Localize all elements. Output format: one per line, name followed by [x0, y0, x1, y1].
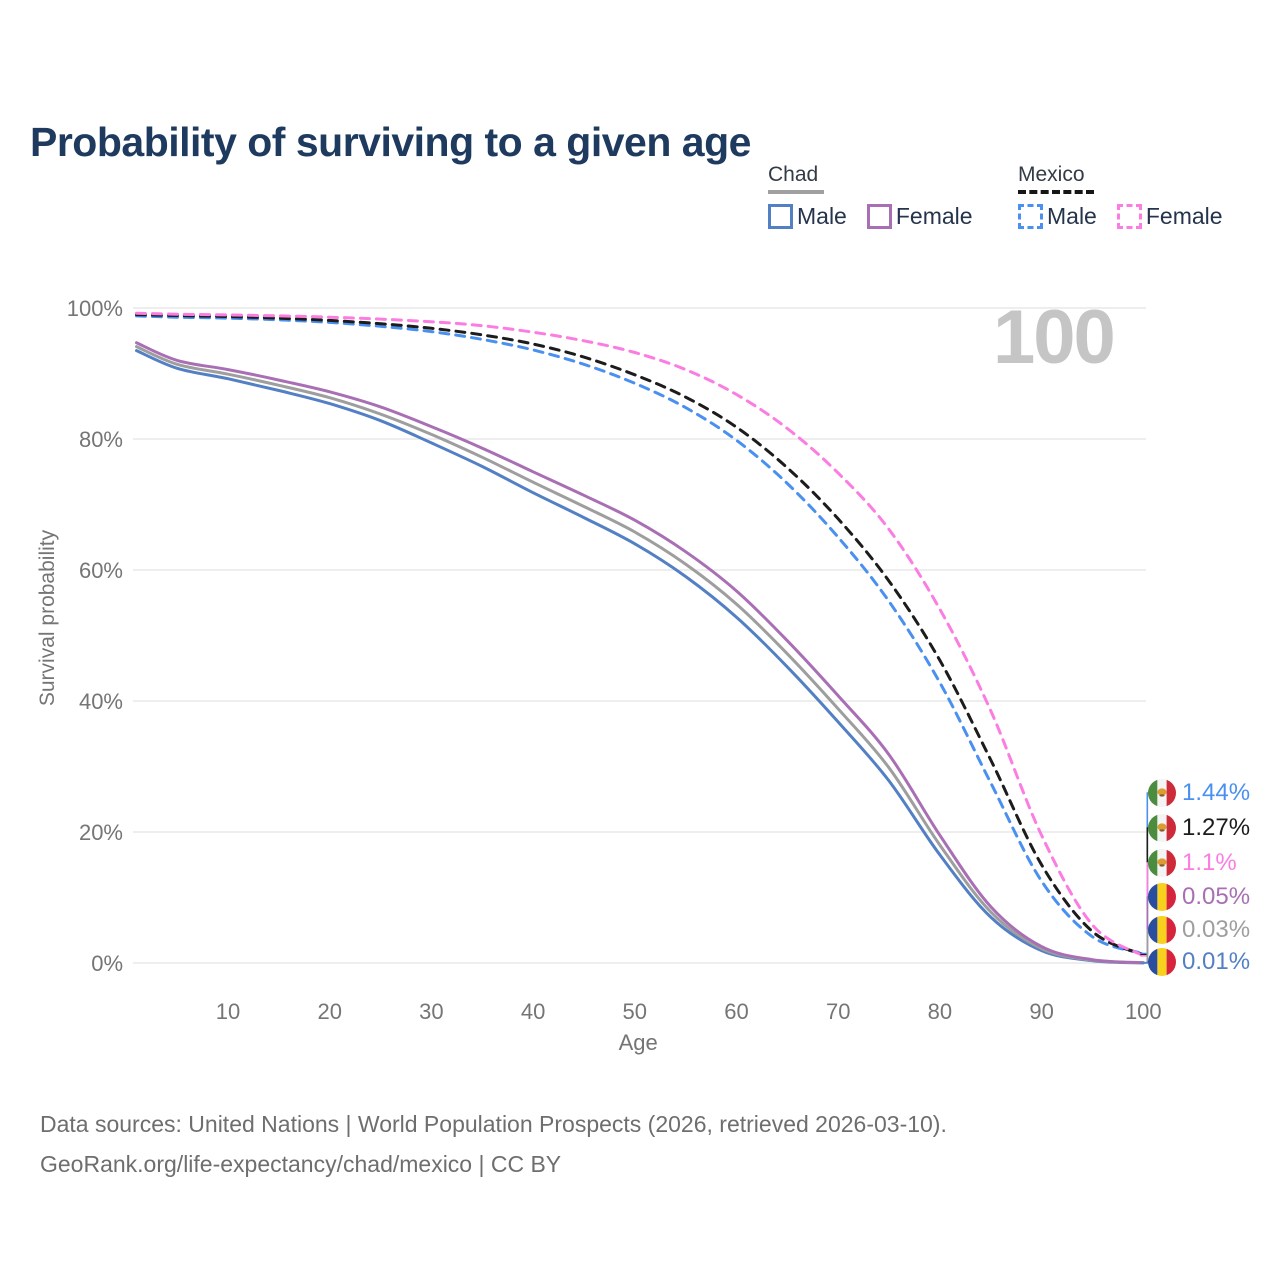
x-tick-label-50: 50	[623, 999, 647, 1024]
curve-mexico-female	[135, 311, 1145, 958]
legend-swatch-mexico-female-icon	[1116, 204, 1142, 229]
y-tick-label-40: 40%	[79, 689, 123, 714]
legend-item-mexico-female[interactable]: Female	[1116, 203, 1223, 230]
end-label-row-chad-0.01%: 0.01%	[1148, 948, 1250, 976]
footer-credits: Data sources: United Nations | World Pop…	[40, 1104, 947, 1184]
x-tick-label-100: 100	[1125, 999, 1162, 1024]
flag-mexico-icon	[1148, 779, 1176, 807]
legend-item-chad-male[interactable]: Male	[768, 203, 847, 230]
x-tick-label-80: 80	[928, 999, 952, 1024]
legend-swatch-chad-female-icon	[866, 204, 892, 229]
y-tick-label-20: 20%	[79, 820, 123, 845]
x-tick-label-40: 40	[521, 999, 545, 1024]
page-title: Probability of surviving to a given age	[30, 119, 751, 166]
x-tick-label-60: 60	[724, 999, 748, 1024]
footer-link: GeoRank.org/life-expectancy/chad/mexico …	[40, 1151, 562, 1177]
legend-underline-chad	[768, 190, 824, 194]
curve-chad-female	[135, 341, 1145, 965]
legend-label-chad-male: Male	[797, 203, 847, 229]
x-tick-label-70: 70	[826, 999, 850, 1024]
curve-chad-both	[135, 345, 1145, 965]
end-label-row-chad-0.05%: 0.05%	[1148, 883, 1250, 911]
x-tick-label-90: 90	[1029, 999, 1053, 1024]
legend-country-mexico: Mexico	[1018, 163, 1085, 186]
flag-chad-icon	[1148, 883, 1176, 911]
flag-mexico-icon	[1148, 814, 1176, 842]
flag-chad-icon	[1148, 916, 1176, 944]
end-label-row-mexico-1.27%: 1.27%	[1148, 814, 1250, 842]
legend-group-chad: Chad Male Female	[768, 163, 973, 230]
legend-country-chad: Chad	[768, 163, 819, 186]
end-label-row-chad-0.03%: 0.03%	[1148, 916, 1250, 944]
legend-underline-mexico	[1018, 190, 1094, 194]
x-axis-title: Age	[619, 1030, 658, 1055]
legend-swatch-mexico-male-icon	[1018, 204, 1043, 229]
y-axis-title: Survival probability	[36, 529, 59, 707]
end-label-value: 0.03%	[1182, 916, 1251, 943]
end-label-row-mexico-1.1%: 1.1%	[1148, 849, 1237, 877]
legend-label-mexico-female: Female	[1145, 203, 1223, 229]
y-tick-label-0: 0%	[91, 951, 123, 976]
end-label-value: 1.1%	[1182, 849, 1237, 876]
x-tick-label-30: 30	[419, 999, 443, 1024]
legend-label-mexico-male: Male	[1047, 203, 1097, 229]
y-tick-label-60: 60%	[79, 558, 123, 583]
legend-group-mexico: Mexico Male Female	[1018, 163, 1223, 230]
y-tick-label-80: 80%	[79, 427, 123, 452]
x-tick-label-20: 20	[317, 999, 341, 1024]
end-label-value: 1.44%	[1182, 779, 1251, 806]
legend-label-chad-female: Female	[895, 203, 973, 229]
curve-mexico-both	[135, 313, 1145, 957]
x-tick-label-10: 10	[216, 999, 240, 1024]
legend-item-chad-female[interactable]: Female	[866, 203, 973, 230]
end-label-value: 1.27%	[1182, 814, 1251, 841]
curve-mexico-male	[135, 314, 1145, 956]
footer-sources: Data sources: United Nations | World Pop…	[40, 1111, 947, 1137]
flag-mexico-icon	[1148, 849, 1176, 877]
legend-swatch-chad-male-icon	[768, 204, 793, 229]
watermark-100: 100	[993, 295, 1116, 380]
flag-chad-icon	[1148, 948, 1176, 976]
end-label-value: 0.05%	[1182, 883, 1251, 910]
legend-item-mexico-male[interactable]: Male	[1018, 203, 1097, 230]
end-label-row-mexico-1.44%: 1.44%	[1148, 779, 1250, 807]
end-label-value: 0.01%	[1182, 948, 1251, 975]
curve-chad-male	[135, 349, 1145, 965]
y-tick-label-100: 100%	[67, 296, 123, 321]
